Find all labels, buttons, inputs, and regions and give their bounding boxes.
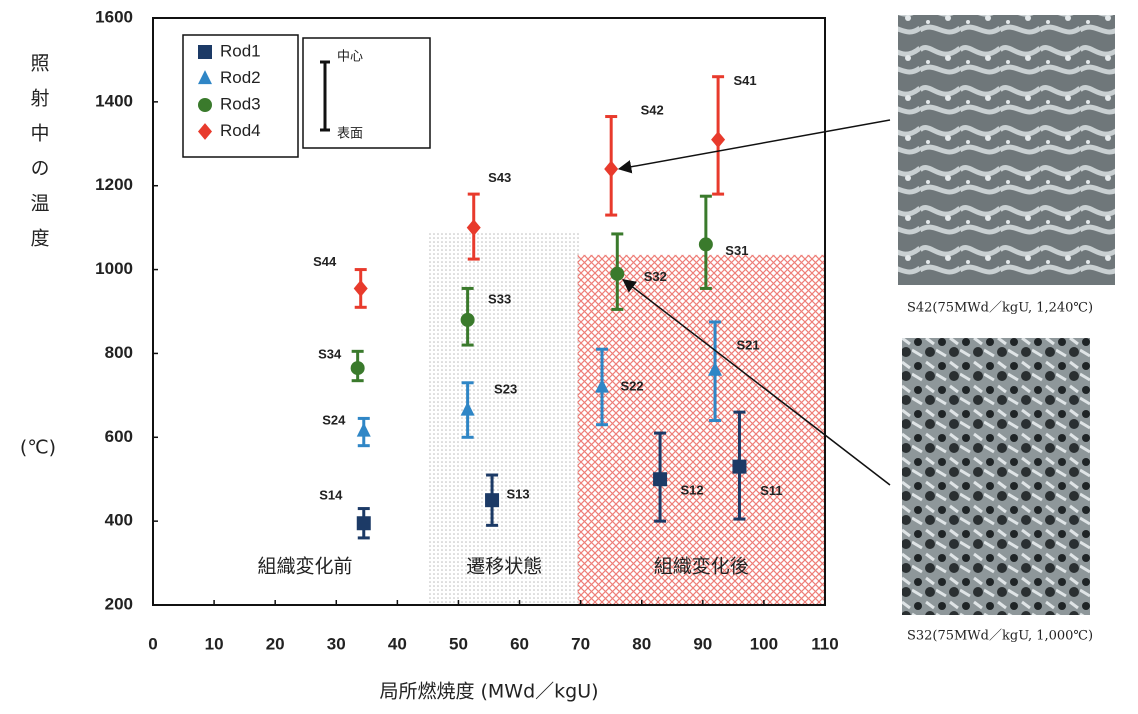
x-axis-label: 局所燃焼度 (MWd／kgU) bbox=[379, 681, 598, 703]
point-label: S41 bbox=[734, 73, 757, 88]
x-tick-label: 90 bbox=[693, 634, 712, 653]
marker-triangle bbox=[708, 361, 723, 376]
marker-square bbox=[356, 516, 371, 531]
y-axis-label: 照射中の温度 bbox=[28, 53, 50, 263]
legend-label: Rod4 bbox=[220, 121, 261, 140]
x-tick-label: 40 bbox=[388, 634, 407, 653]
regions bbox=[427, 231, 825, 606]
marker-circle bbox=[610, 266, 625, 281]
point-label: S13 bbox=[506, 487, 529, 502]
point-label: S43 bbox=[488, 170, 511, 185]
image-arrow bbox=[622, 278, 891, 486]
y-tick-label: 1200 bbox=[95, 175, 133, 194]
x-tick-label: 30 bbox=[327, 634, 346, 653]
y-tick-label: 800 bbox=[105, 343, 133, 362]
region-label: 組織変化前 bbox=[257, 556, 352, 578]
point-label: S11 bbox=[760, 483, 782, 498]
x-tick-label: 100 bbox=[750, 634, 778, 653]
legend-box bbox=[182, 34, 299, 158]
legend-label: Rod2 bbox=[220, 68, 261, 87]
marker-triangle bbox=[460, 401, 475, 416]
legend-marker bbox=[198, 70, 212, 85]
marker-circle bbox=[698, 237, 713, 252]
x-tick-label: 80 bbox=[632, 634, 651, 653]
region-shade bbox=[577, 254, 825, 605]
point-label: S24 bbox=[322, 412, 346, 427]
marker-diamond bbox=[466, 219, 481, 237]
point-label: S42 bbox=[641, 102, 664, 117]
image-caption: S42(75MWd／kgU, 1,240℃) bbox=[907, 301, 1093, 316]
marker-diamond bbox=[353, 280, 368, 297]
point-label: S12 bbox=[680, 483, 703, 498]
y-tick-label: 200 bbox=[105, 594, 133, 613]
sem-image bbox=[898, 15, 1115, 285]
point-label: S23 bbox=[494, 381, 517, 396]
point-label: S44 bbox=[313, 254, 337, 269]
point-label: S32 bbox=[644, 269, 667, 284]
region-label: 遷移状態 bbox=[466, 556, 542, 578]
x-tick-label: 0 bbox=[148, 634, 157, 653]
x-tick-label: 10 bbox=[205, 634, 224, 653]
legend-marker bbox=[198, 98, 212, 112]
point-label: S31 bbox=[725, 243, 748, 258]
marker-circle bbox=[460, 312, 475, 327]
marker-triangle bbox=[356, 422, 371, 437]
region-shade bbox=[427, 231, 581, 606]
y-axis-unit: (℃) bbox=[20, 437, 56, 459]
region-label: 組織変化後 bbox=[654, 556, 749, 578]
marker-square bbox=[653, 472, 668, 487]
point-label: S14 bbox=[319, 488, 343, 503]
legend-label: Rod3 bbox=[220, 94, 261, 113]
x-tick-label: 70 bbox=[571, 634, 590, 653]
x-tick-label: 20 bbox=[266, 634, 285, 653]
point-label: S34 bbox=[318, 347, 342, 362]
y-tick-label: 600 bbox=[105, 427, 133, 446]
marker-square bbox=[732, 459, 747, 474]
legend-marker bbox=[198, 123, 212, 140]
y-tick-label: 1400 bbox=[95, 91, 133, 110]
y-tick-label: 1000 bbox=[95, 259, 133, 278]
point-label: S21 bbox=[736, 338, 759, 353]
image-arrow bbox=[617, 119, 891, 174]
sem-image bbox=[902, 338, 1090, 615]
point-label: S33 bbox=[488, 291, 511, 306]
marker-square bbox=[485, 493, 500, 508]
x-tick-label: 60 bbox=[510, 634, 529, 653]
error-legend-top: 中心 bbox=[337, 50, 363, 65]
marker-triangle bbox=[595, 378, 610, 393]
image-caption: S32(75MWd／kgU, 1,000℃) bbox=[907, 629, 1093, 644]
marker-diamond bbox=[604, 160, 619, 178]
legend-label: Rod1 bbox=[220, 41, 261, 60]
marker-circle bbox=[350, 361, 365, 376]
plot-frame bbox=[152, 17, 826, 606]
point-label: S22 bbox=[620, 378, 643, 393]
legend-marker bbox=[198, 45, 212, 59]
x-tick-label: 110 bbox=[811, 634, 838, 653]
marker-diamond bbox=[711, 131, 726, 148]
x-tick-label: 50 bbox=[449, 634, 468, 653]
y-tick-label: 1600 bbox=[95, 7, 133, 26]
y-tick-label: 400 bbox=[105, 511, 133, 530]
error-legend-bottom: 表面 bbox=[337, 127, 363, 142]
